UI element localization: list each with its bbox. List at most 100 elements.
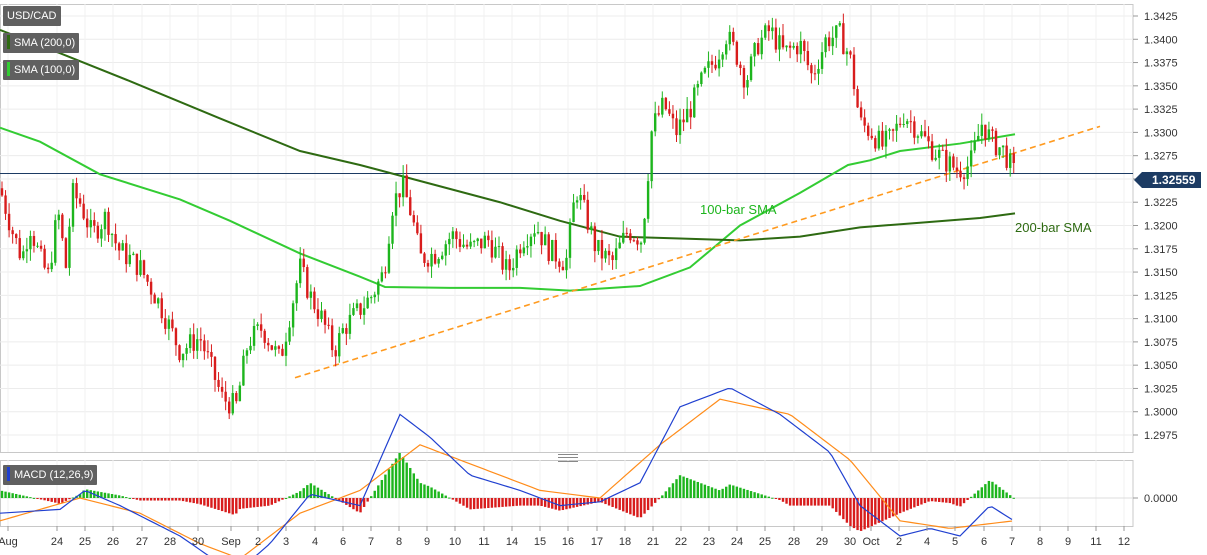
candle-body [629, 233, 632, 241]
candle-body [220, 386, 224, 392]
macd-histogram-bar [611, 498, 614, 507]
y-tick-label: 1.3275 [1144, 151, 1178, 163]
candle-body [721, 54, 724, 60]
candle-body [224, 391, 227, 402]
macd-histogram-bar [984, 484, 987, 498]
candle-body [959, 170, 962, 178]
y-tick-label: 1.3100 [1144, 314, 1178, 326]
y-tick-label: 1.2975 [1144, 430, 1178, 442]
candle-body [920, 131, 923, 137]
macd-histogram-bar [902, 498, 905, 512]
macd-histogram-bar [969, 496, 973, 498]
candle-body [160, 298, 163, 319]
macd-histogram-bar [934, 498, 937, 502]
candle-body [89, 220, 92, 228]
candle-body [991, 129, 994, 131]
macd-histogram-bar [313, 485, 316, 498]
macd-histogram-bar [345, 498, 348, 505]
candle-body [18, 238, 21, 259]
candle-body [192, 334, 195, 351]
macd-histogram-bar [256, 498, 259, 507]
macd-histogram-bar [380, 479, 384, 498]
macd-histogram-bar [728, 484, 731, 498]
macd-histogram-bar [366, 498, 369, 502]
macd-histogram-bar [469, 498, 472, 510]
macd-histogram-bar [540, 498, 543, 507]
candle-body [877, 130, 881, 149]
candle-body [338, 333, 341, 357]
macd-histogram-bar [416, 478, 419, 498]
macd-histogram-bar [668, 487, 671, 498]
candle-body [480, 238, 483, 249]
x-tick-label: 29 [816, 536, 828, 548]
y-tick-label: 1.3175 [1144, 244, 1178, 256]
candle-body [891, 129, 895, 131]
macd-histogram-bar [991, 481, 994, 498]
candle-body [306, 267, 309, 298]
sma100-legend-text: SMA (100,0) [14, 64, 76, 76]
candle-body [639, 242, 643, 245]
candle-body [693, 87, 696, 118]
macd-histogram-bar [164, 498, 167, 501]
candle-body [863, 117, 866, 126]
candle-body [359, 303, 362, 315]
macd-histogram-bar [661, 495, 664, 498]
candle-body [671, 113, 675, 119]
macd-histogram-bar [206, 498, 210, 507]
macd-histogram-bar [142, 498, 146, 501]
candle-body [0, 188, 4, 196]
macd-histogram-bar [57, 498, 60, 504]
candle-body [217, 379, 220, 387]
candle-body [96, 225, 100, 239]
candle-body [373, 294, 376, 298]
macd-histogram-bar [987, 480, 991, 498]
macd-histogram-bar [309, 483, 313, 498]
macd-histogram-bar [22, 495, 25, 498]
candle-body [593, 226, 597, 252]
macd-histogram-bar [870, 498, 873, 527]
candle-body [114, 234, 117, 244]
macd-histogram-bar [323, 491, 327, 498]
x-tick-label: 12 [1118, 536, 1130, 548]
macd-histogram-bar [7, 492, 11, 498]
candle-body [810, 65, 813, 74]
macd-histogram-bar [739, 487, 742, 498]
candle-body [788, 45, 792, 48]
candle-body [867, 125, 870, 136]
macd-histogram-bar [639, 498, 643, 518]
macd-histogram-bar [913, 498, 916, 508]
macd-histogram-bar [849, 498, 852, 527]
candle-body [199, 339, 202, 341]
candle-body [316, 309, 320, 320]
candle-body [494, 246, 497, 258]
candle-body [565, 257, 568, 271]
panel-resize-handle[interactable] [558, 454, 578, 462]
macd-histogram-bar [39, 498, 43, 500]
macd-histogram-bar [682, 476, 685, 498]
x-tick-label: 28 [164, 536, 176, 548]
candle-body [284, 341, 288, 356]
candle-body [813, 73, 817, 75]
macd-histogram-bar [930, 498, 934, 502]
macd-histogram-bar [948, 498, 952, 504]
candle-body [618, 242, 621, 249]
x-tick-label: 30 [192, 536, 204, 548]
macd-histogram-bar [689, 479, 692, 498]
macd-histogram-bar [171, 498, 174, 501]
macd-histogram-bar [881, 498, 884, 522]
candle-body [309, 291, 313, 298]
candle-body [455, 231, 458, 240]
macd-histogram-bar [139, 498, 142, 501]
x-tick-label: 21 [647, 536, 659, 548]
candle-body [93, 220, 96, 226]
macd-histogram-bar [980, 487, 983, 498]
candle-body [771, 27, 774, 32]
macd-histogram-bar [181, 498, 185, 502]
y-tick-label: 1.3300 [1144, 127, 1178, 139]
macd-histogram-bar [1005, 492, 1008, 498]
candle-body [167, 319, 171, 329]
macd-histogram-bar [252, 498, 256, 508]
candle-body [668, 109, 671, 114]
macd-histogram-bar [654, 498, 657, 503]
